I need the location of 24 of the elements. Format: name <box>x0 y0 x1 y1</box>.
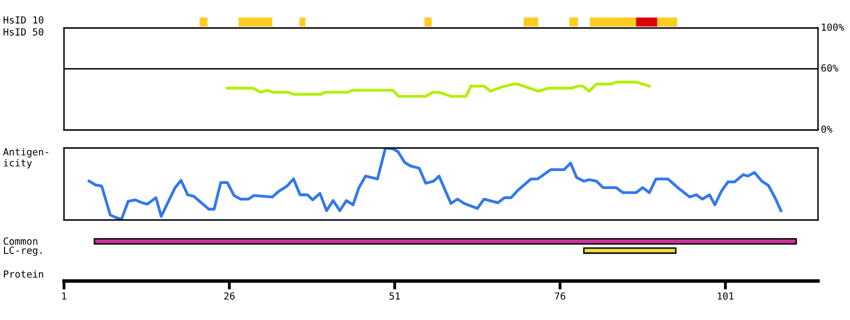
y-axis-title: HsID 50 <box>4 28 44 36</box>
bar <box>636 18 658 26</box>
y-tick-label: 0% <box>821 125 832 133</box>
bar <box>200 18 208 26</box>
y-axis-title: Antigen- icity <box>3 148 48 168</box>
x-tick-label: 1 <box>62 292 66 300</box>
x-tick-label: 101 <box>718 292 734 300</box>
x-tick-label: 26 <box>224 292 235 300</box>
text: Protein <box>4 270 44 278</box>
y-tick-label: 100% <box>822 23 844 31</box>
line-series <box>226 80 651 98</box>
bar <box>424 18 432 26</box>
x-tick-label: 76 <box>554 292 566 300</box>
bar <box>524 18 538 26</box>
bar <box>590 18 636 26</box>
bar <box>569 18 578 26</box>
y-tick-label: 60% <box>821 64 838 72</box>
bar <box>238 18 272 26</box>
bar <box>657 18 678 26</box>
category-label: LC-reg. <box>4 246 42 256</box>
x-tick-label: 51 <box>390 292 400 300</box>
category-label: Common <box>4 237 38 245</box>
category-label: HsID 10 <box>4 16 44 24</box>
bar <box>299 18 306 26</box>
